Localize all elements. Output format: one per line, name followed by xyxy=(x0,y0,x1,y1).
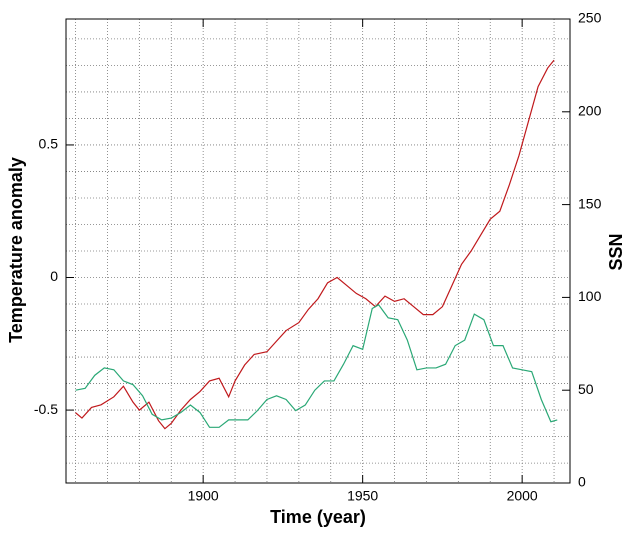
plot-frame xyxy=(65,18,571,484)
data-line xyxy=(75,304,558,428)
y2-tick-label: 250 xyxy=(578,10,602,26)
x-tick-label: 2000 xyxy=(507,488,538,504)
y-tick-label: -0.5 xyxy=(34,401,58,417)
y2-tick-label: 150 xyxy=(578,195,602,211)
y2-tick-label: 0 xyxy=(578,474,586,490)
y-tick-label: 0.5 xyxy=(39,136,59,152)
y2-axis-title: SSN xyxy=(606,233,626,270)
data-line xyxy=(75,59,555,430)
x-tick-label: 1900 xyxy=(188,488,219,504)
x-tick-label: 1950 xyxy=(347,488,378,504)
y-axis-title: Temperature anomaly xyxy=(6,157,26,343)
y2-tick-label: 100 xyxy=(578,288,602,304)
y-tick-label: 0 xyxy=(50,268,58,284)
y2-tick-label: 200 xyxy=(578,103,602,119)
y2-tick-label: 50 xyxy=(578,381,594,397)
x-axis-title: Time (year) xyxy=(270,507,366,527)
